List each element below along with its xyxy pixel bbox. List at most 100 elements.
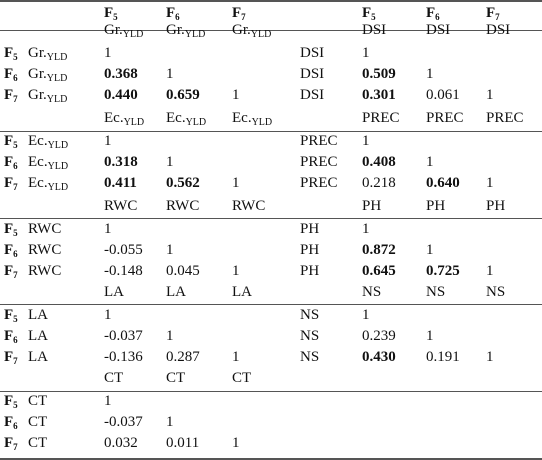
correlation-value: 0.408 bbox=[362, 154, 396, 170]
trait-header: LA bbox=[104, 284, 124, 300]
table-rule bbox=[0, 391, 542, 392]
correlation-value: 0.301 bbox=[362, 87, 396, 103]
correlation-value: 0.011 bbox=[166, 435, 200, 451]
generation-label: F5 bbox=[4, 45, 18, 62]
correlation-value: -0.055 bbox=[104, 242, 143, 258]
trait-header: DSI bbox=[426, 22, 451, 38]
trait-header: CT bbox=[104, 370, 124, 386]
trait-header: Gr.YLD bbox=[232, 22, 272, 40]
correlation-value: 0.562 bbox=[166, 175, 200, 191]
correlation-value: 1 bbox=[486, 263, 494, 279]
row-trait-label: NS bbox=[300, 328, 320, 344]
trait-header: RWC bbox=[104, 198, 138, 214]
trait-header: RWC bbox=[232, 198, 266, 214]
correlation-value: 0.218 bbox=[362, 175, 396, 191]
row-trait-label: Gr.YLD bbox=[28, 87, 68, 105]
trait-header: Ec.YLD bbox=[104, 110, 145, 128]
trait-header: PREC bbox=[362, 110, 400, 126]
generation-label: F7 bbox=[4, 87, 18, 104]
correlation-value: 1 bbox=[104, 133, 112, 149]
correlation-value: 1 bbox=[232, 263, 240, 279]
correlation-value: 1 bbox=[104, 221, 112, 237]
trait-header: PREC bbox=[426, 110, 464, 126]
correlation-value: 0.440 bbox=[104, 87, 138, 103]
column-header: F6 bbox=[426, 5, 440, 22]
generation-label: F5 bbox=[4, 221, 18, 238]
correlation-value: 1 bbox=[426, 154, 434, 170]
generation-label: F7 bbox=[4, 175, 18, 192]
row-trait-label: PREC bbox=[300, 175, 338, 191]
correlation-value: 0.061 bbox=[426, 87, 460, 103]
column-header: F7 bbox=[486, 5, 500, 22]
correlation-value: 0.645 bbox=[362, 263, 396, 279]
generation-label: F5 bbox=[4, 133, 18, 150]
row-trait-label: PH bbox=[300, 242, 320, 258]
correlation-value: 0.430 bbox=[362, 349, 396, 365]
trait-header: Gr.YLD bbox=[166, 22, 206, 40]
trait-header: CT bbox=[232, 370, 252, 386]
trait-header: LA bbox=[166, 284, 186, 300]
correlation-value: 0.318 bbox=[104, 154, 138, 170]
row-trait-label: PREC bbox=[300, 154, 338, 170]
row-trait-label: LA bbox=[28, 307, 48, 323]
correlation-value: 1 bbox=[166, 154, 174, 170]
correlation-value: -0.037 bbox=[104, 328, 143, 344]
column-header: F5 bbox=[104, 5, 118, 22]
row-trait-label: DSI bbox=[300, 66, 325, 82]
trait-header: Ec.YLD bbox=[166, 110, 207, 128]
row-trait-label: RWC bbox=[28, 221, 62, 237]
generation-label: F5 bbox=[4, 307, 18, 324]
trait-header: NS bbox=[486, 284, 506, 300]
generation-label: F6 bbox=[4, 242, 18, 259]
correlation-value: 1 bbox=[426, 242, 434, 258]
trait-header: PH bbox=[362, 198, 382, 214]
correlation-value: 0.239 bbox=[362, 328, 396, 344]
correlation-value: 1 bbox=[486, 175, 494, 191]
correlation-value: 1 bbox=[362, 221, 370, 237]
correlation-value: 1 bbox=[104, 393, 112, 409]
correlation-value: 1 bbox=[362, 307, 370, 323]
row-trait-label: LA bbox=[28, 349, 48, 365]
trait-header: DSI bbox=[362, 22, 387, 38]
correlation-value: 1 bbox=[426, 66, 434, 82]
trait-header: Gr.YLD bbox=[104, 22, 144, 40]
table-rule bbox=[0, 218, 542, 219]
table-rule bbox=[0, 30, 542, 31]
correlation-value: 1 bbox=[166, 242, 174, 258]
generation-label: F6 bbox=[4, 414, 18, 431]
row-trait-label: DSI bbox=[300, 45, 325, 61]
correlation-value: 1 bbox=[362, 45, 370, 61]
generation-label: F7 bbox=[4, 349, 18, 366]
generation-label: F6 bbox=[4, 66, 18, 83]
column-header: F6 bbox=[166, 5, 180, 22]
row-trait-label: PREC bbox=[300, 133, 338, 149]
trait-header: PH bbox=[486, 198, 506, 214]
table-rule bbox=[0, 0, 542, 2]
generation-label: F7 bbox=[4, 435, 18, 452]
correlation-value: 1 bbox=[232, 175, 240, 191]
row-trait-label: LA bbox=[28, 328, 48, 344]
correlation-value: 1 bbox=[486, 87, 494, 103]
correlation-value: 1 bbox=[166, 66, 174, 82]
row-trait-label: Ec.YLD bbox=[28, 175, 69, 193]
trait-header: PH bbox=[426, 198, 446, 214]
trait-header: NS bbox=[362, 284, 382, 300]
correlation-value: 1 bbox=[232, 87, 240, 103]
correlation-value: -0.037 bbox=[104, 414, 143, 430]
correlation-value: 1 bbox=[486, 349, 494, 365]
correlation-value: 1 bbox=[166, 328, 174, 344]
column-header: F7 bbox=[232, 5, 246, 22]
correlation-value: -0.136 bbox=[104, 349, 143, 365]
correlation-value: 1 bbox=[104, 45, 112, 61]
correlation-value: 0.640 bbox=[426, 175, 460, 191]
correlation-value: 1 bbox=[104, 307, 112, 323]
correlation-value: 0.659 bbox=[166, 87, 200, 103]
generation-label: F5 bbox=[4, 393, 18, 410]
table-rule bbox=[0, 458, 542, 460]
row-trait-label: Ec.YLD bbox=[28, 154, 69, 172]
row-trait-label: Ec.YLD bbox=[28, 133, 69, 151]
row-trait-label: RWC bbox=[28, 263, 62, 279]
correlation-value: 0.411 bbox=[104, 175, 137, 191]
correlation-value: 1 bbox=[166, 414, 174, 430]
